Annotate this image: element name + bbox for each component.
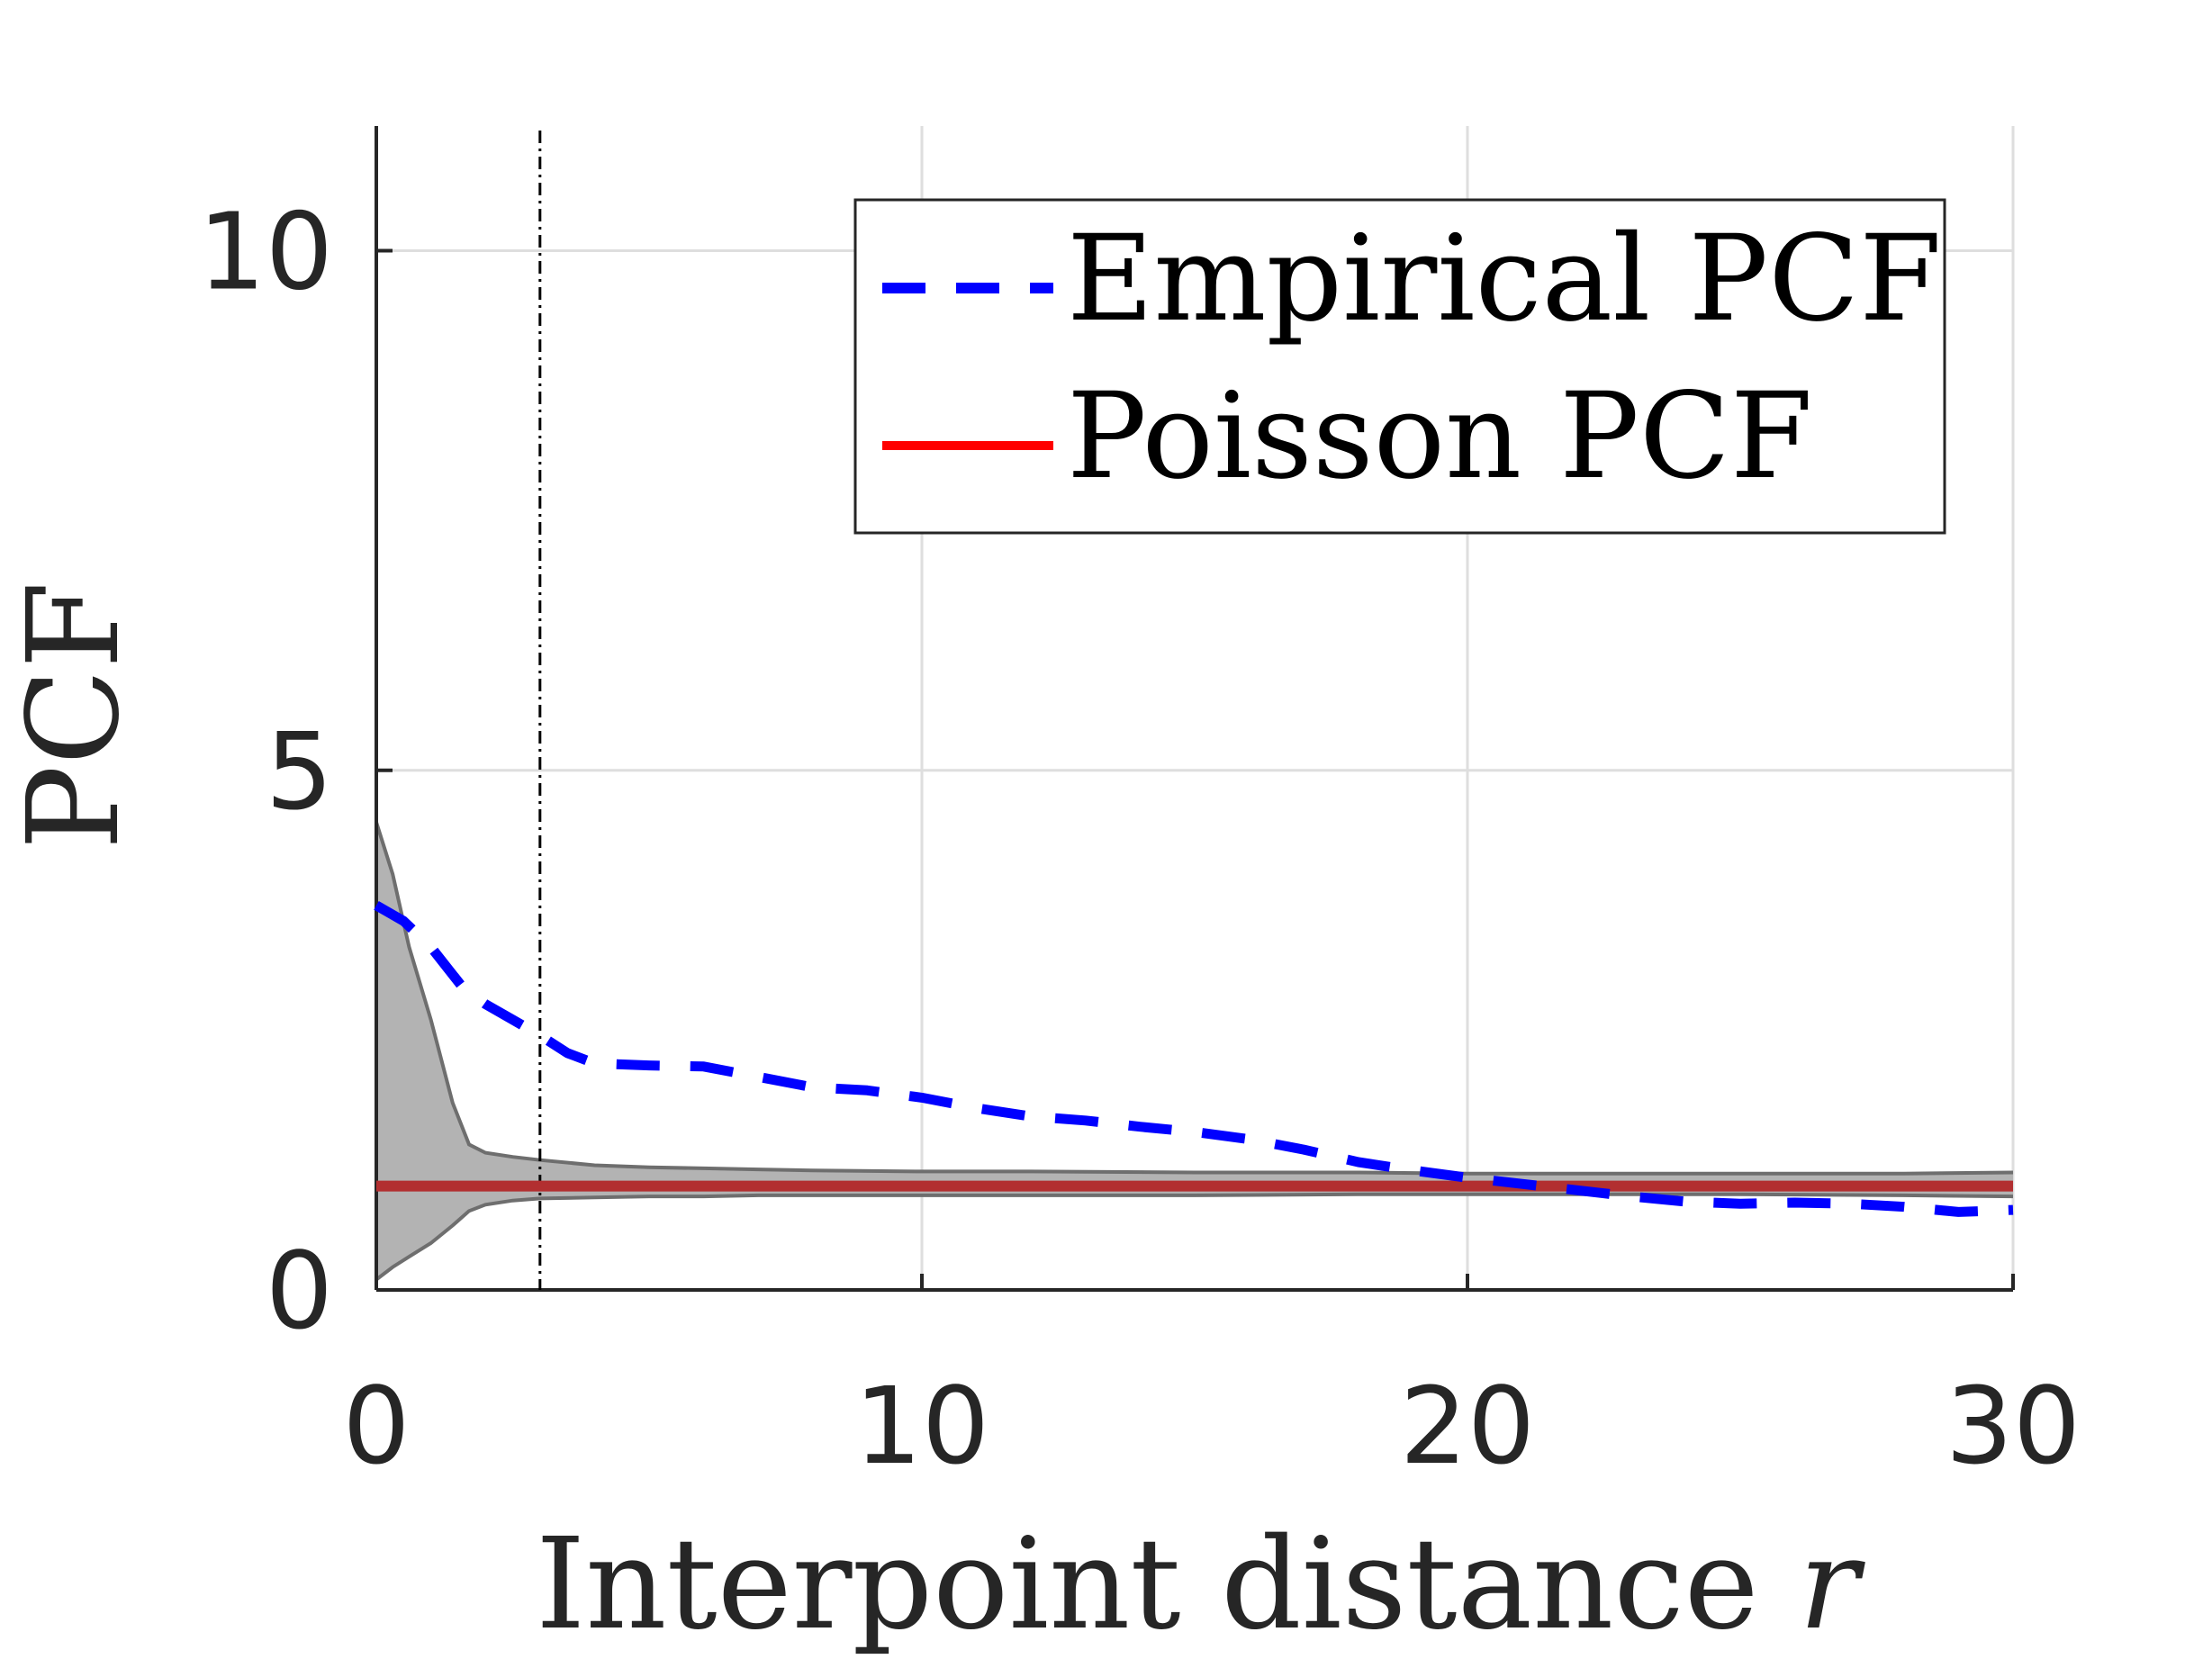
envelope-area (376, 822, 2013, 1280)
y-tick-label: 10 (198, 190, 333, 314)
x-tick-label: 0 (342, 1364, 410, 1488)
y-axis-title: PCF (1, 582, 148, 850)
x-axis-title: Interpoint distance r (536, 1511, 1865, 1658)
legend-box (853, 198, 1946, 535)
y-tick-label: 0 (266, 1229, 333, 1353)
legend-label-poisson: Poisson PCF (1067, 367, 1812, 506)
axes (375, 126, 2015, 1292)
series-line-empirical (374, 901, 2014, 1217)
legend: Empirical PCF Poisson PCF (853, 198, 1946, 535)
x-tick-label: 20 (1400, 1364, 1535, 1488)
envelope-band (375, 821, 2014, 1282)
envelope-upper-edge (375, 821, 2014, 1176)
data-series (374, 131, 2014, 1290)
tick-labels: 0 10 20 30 0 5 10 (198, 190, 2081, 1488)
legend-label-empirical: Empirical PCF (1067, 210, 1942, 348)
x-tick-label: 10 (854, 1364, 989, 1488)
x-axis-title-var: r (1799, 1511, 1865, 1658)
x-tick-label: 30 (1946, 1364, 2081, 1488)
x-axis-title-text: Interpoint distance (536, 1511, 1799, 1658)
y-tick-label: 5 (266, 709, 333, 834)
envelope-lower-edge (375, 1192, 2014, 1282)
